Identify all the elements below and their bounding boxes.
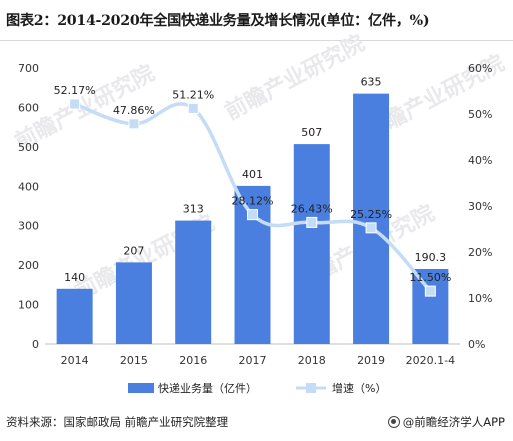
bar [115, 262, 152, 344]
bar [56, 288, 93, 344]
y-right-tick-label: 50% [468, 108, 492, 121]
legend-bar-label: 快递业务量（亿件） [158, 381, 257, 395]
line-value-label: 28.12% [232, 195, 274, 208]
legend-layer: 快递业务量（亿件） 增速（%） [128, 381, 386, 395]
bar-value-label: 313 [183, 203, 204, 216]
x-tick-label: 2015 [120, 354, 148, 367]
y-left-tick-label: 700 [18, 62, 39, 75]
bars-layer [56, 93, 449, 344]
y-right-tick-label: 20% [468, 246, 492, 259]
line-value-label: 25.25% [350, 208, 392, 221]
watermark-text: 前瞻产业研究院 [221, 30, 369, 125]
line-point [424, 285, 436, 297]
line-point [187, 102, 199, 114]
line-value-label: 51.21% [172, 88, 214, 101]
y-right-tick-label: 60% [468, 62, 492, 75]
credit-text: @前瞻经济学人APP [402, 415, 505, 429]
x-tick-label: 2014 [61, 354, 89, 367]
y-right-tick-label: 30% [468, 200, 492, 213]
bar-value-label: 507 [301, 126, 322, 139]
y-left-tick-label: 200 [18, 259, 39, 272]
x-tick-label: 2018 [298, 354, 326, 367]
line-value-label: 11.50% [409, 271, 451, 284]
bar-value-label: 140 [64, 271, 85, 284]
line-point [247, 209, 258, 221]
bar [175, 220, 212, 344]
line-point [69, 98, 81, 110]
bar [353, 93, 390, 344]
line-layer [69, 98, 436, 297]
bar-value-label: 207 [123, 244, 144, 257]
line-value-label: 26.43% [291, 202, 333, 215]
legend-bar-swatch [128, 383, 154, 393]
y-left-tick-label: 100 [18, 299, 39, 312]
line-point [306, 216, 318, 228]
y-right-tick-label: 0% [468, 338, 485, 351]
credit: @前瞻经济学人APP [387, 414, 505, 430]
bar-value-label: 635 [361, 76, 382, 89]
bar-value-label: 401 [242, 168, 263, 181]
y-left-tick-label: 400 [18, 180, 39, 193]
y-right-tick-label: 10% [468, 292, 492, 305]
weibo-style-icon [387, 416, 400, 428]
labels-layer: 140 207 313 401 507 635 190.3 52.17% 47.86% 51.21… [54, 76, 452, 284]
y-left-tick-label: 0 [32, 338, 39, 351]
source-note: 资料来源：国家邮政局 前瞻产业研究院整理 [6, 415, 229, 429]
line-value-label: 52.17% [54, 84, 96, 97]
y-left-tick-label: 500 [18, 141, 39, 154]
y-left-tick-label: 300 [18, 220, 39, 233]
bar-value-label: 190.3 [415, 251, 447, 264]
y-right-tick-label: 40% [468, 154, 492, 167]
line-point [365, 222, 377, 234]
legend-line-marker [306, 383, 316, 393]
legend-line-label: 增速（%） [332, 381, 386, 395]
bar [293, 144, 330, 344]
line-value-label: 47.86% [113, 104, 155, 117]
x-tick-label: 2016 [179, 354, 207, 367]
title-divider [0, 40, 513, 41]
bar [412, 268, 449, 344]
line-point [128, 118, 140, 130]
chart-title: 图表2：2014-2020年全国快递业务量及增长情况(单位：亿件，%) [6, 13, 430, 29]
y-left-tick-label: 600 [18, 101, 39, 114]
x-tick-label: 2020.1-4 [406, 354, 455, 367]
x-tick-label: 2017 [239, 354, 267, 367]
x-tick-label: 2019 [357, 354, 385, 367]
